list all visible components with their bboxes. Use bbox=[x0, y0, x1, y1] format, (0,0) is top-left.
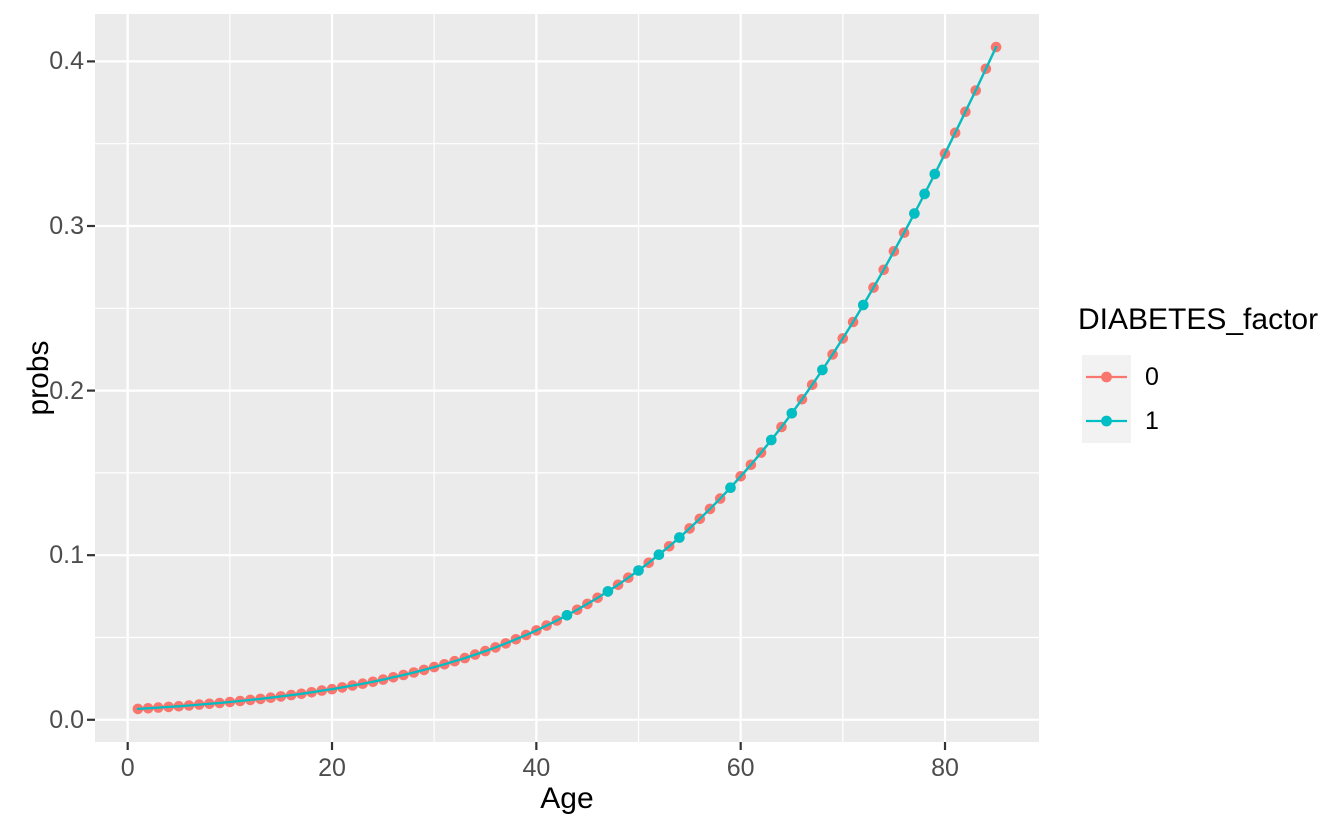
x-tick-label: 60 bbox=[726, 754, 755, 782]
y-tick-label: 0.4 bbox=[49, 47, 84, 76]
x-tick-label: 20 bbox=[318, 754, 346, 782]
minor-gridlines bbox=[95, 14, 1039, 742]
legend-key-swatch bbox=[1082, 355, 1131, 399]
series-1-points bbox=[561, 168, 941, 621]
data-point bbox=[633, 565, 644, 576]
data-point bbox=[919, 188, 930, 200]
axis-tick-marks bbox=[87, 60, 947, 750]
data-point bbox=[653, 549, 665, 560]
x-tick-label: 0 bbox=[120, 754, 135, 782]
data-point bbox=[561, 610, 573, 621]
x-tick-label: 40 bbox=[522, 754, 551, 782]
data-point bbox=[817, 364, 828, 376]
legend-title: DIABETES_factor bbox=[1078, 303, 1319, 336]
y-tick-label: 0.0 bbox=[49, 705, 84, 734]
legend-entry-1: 1 bbox=[1082, 399, 1159, 443]
major-gridlines bbox=[95, 14, 1039, 742]
data-point bbox=[674, 532, 685, 543]
legend-entry-label: 1 bbox=[1145, 407, 1159, 435]
legend-entry-label: 0 bbox=[1145, 363, 1159, 391]
data-point bbox=[725, 482, 736, 494]
legend-entry-0: 0 bbox=[1082, 355, 1159, 399]
legend-key-swatch bbox=[1082, 399, 1131, 443]
data-point bbox=[786, 408, 798, 419]
data-point bbox=[909, 208, 920, 219]
y-axis-title: probs bbox=[22, 340, 55, 416]
data-point bbox=[766, 434, 777, 446]
data-point bbox=[929, 168, 941, 180]
x-axis-title: Age bbox=[540, 782, 594, 815]
x-tick-label: 80 bbox=[931, 754, 959, 782]
y-tick-label: 0.1 bbox=[49, 541, 84, 570]
data-point bbox=[602, 586, 614, 597]
y-tick-label: 0.2 bbox=[49, 376, 84, 405]
panel-background bbox=[95, 14, 1039, 742]
y-tick-label: 0.3 bbox=[49, 211, 84, 240]
data-point bbox=[858, 299, 869, 311]
